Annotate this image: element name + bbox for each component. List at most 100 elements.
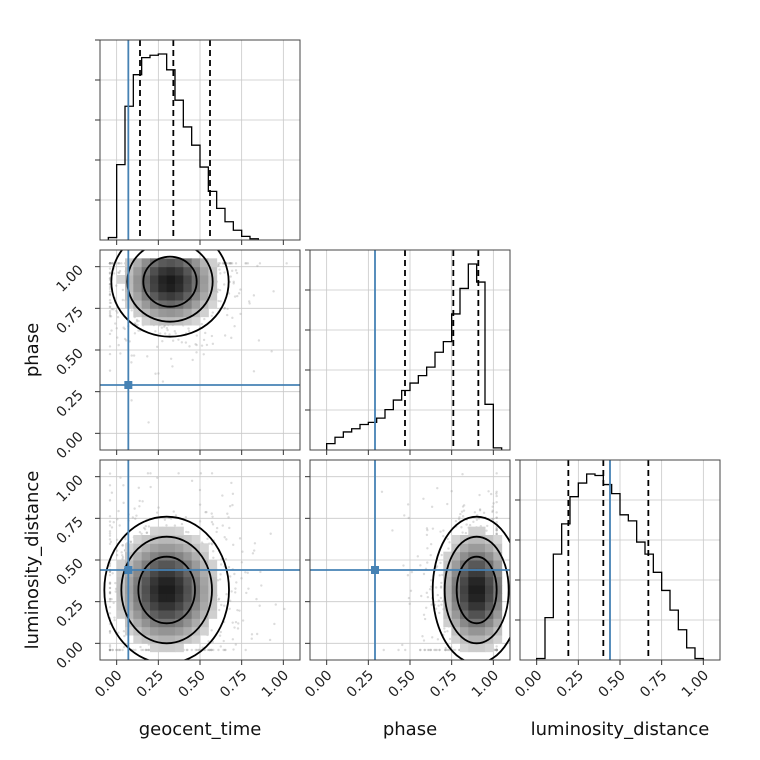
sample-point: [137, 319, 140, 323]
sample-point: [140, 532, 143, 535]
sample-point: [109, 301, 113, 305]
sample-point: [495, 648, 498, 652]
density-cell: [158, 283, 168, 293]
sample-point: [419, 648, 422, 652]
sample-point: [146, 355, 149, 358]
density-cell: [141, 275, 151, 284]
sample-point: [210, 334, 214, 338]
sample-point: [144, 648, 148, 652]
density-cell: [451, 610, 461, 619]
sample-point: [154, 330, 157, 333]
density-cell: [468, 626, 478, 636]
sample-point: [217, 264, 220, 267]
density-cell: [166, 610, 176, 619]
density-cell: [141, 576, 151, 586]
sample-point: [177, 338, 180, 341]
contour-level-1: [455, 555, 498, 625]
sample-point: [491, 505, 494, 508]
sample-point: [464, 531, 468, 535]
sample-point: [115, 538, 119, 541]
sample-point: [273, 622, 276, 626]
sample-point: [118, 524, 121, 527]
sample-point: [123, 327, 126, 331]
sample-point: [444, 648, 447, 652]
density-cell: [493, 535, 503, 544]
density-cell: [133, 535, 143, 544]
density-cell: [133, 300, 143, 309]
sample-point: [187, 327, 190, 330]
density-cell: [175, 585, 184, 594]
density-cell: [183, 300, 193, 309]
sample-point: [220, 557, 223, 561]
sample-point: [218, 288, 222, 292]
sample-point: [231, 503, 234, 507]
density-cell: [166, 300, 176, 309]
sample-point: [147, 525, 151, 528]
sample-point: [222, 262, 225, 265]
sample-point: [439, 586, 443, 589]
sample-point: [430, 603, 433, 606]
density-cell: [451, 535, 461, 544]
density-cell: [166, 585, 176, 594]
density-cell: [200, 291, 209, 301]
density-cell: [158, 643, 168, 653]
joint-body: [108, 250, 288, 424]
density-cell: [208, 300, 218, 309]
contour-level-3: [431, 515, 510, 660]
sample-point: [272, 290, 275, 293]
sample-point: [229, 262, 233, 265]
sample-point: [173, 524, 177, 527]
density-cell: [191, 258, 201, 268]
density-cell: [460, 535, 469, 544]
sample-point: [110, 329, 113, 332]
density-cell: [150, 585, 159, 594]
density-cell: [158, 308, 168, 318]
x-tick-label: 0.25: [554, 668, 587, 701]
sample-point: [223, 307, 226, 310]
joint-geocent_time-luminosity_distance: [100, 460, 300, 660]
sample-point: [108, 648, 112, 652]
density-cell: [476, 601, 486, 611]
truth-marker: [124, 381, 133, 389]
sample-point: [225, 593, 228, 596]
sample-point: [121, 544, 124, 547]
sample-point: [210, 520, 214, 524]
sample-point: [443, 648, 447, 652]
sample-point: [425, 606, 428, 609]
sample-point: [430, 579, 433, 582]
sample-point: [227, 566, 231, 569]
sample-point: [495, 500, 498, 504]
density-cell: [175, 610, 184, 619]
sample-point: [111, 572, 114, 575]
panel-border: [99, 459, 301, 661]
sample-point: [108, 312, 112, 315]
sample-point: [222, 648, 225, 652]
sample-point: [108, 267, 112, 270]
sample-point: [409, 589, 413, 593]
density-cell: [191, 585, 201, 594]
sample-point: [436, 593, 439, 597]
sample-point: [225, 538, 228, 541]
density-cell: [200, 585, 209, 594]
density-cell: [158, 258, 168, 268]
sample-point: [207, 640, 210, 643]
y-tick-label: 0.75: [53, 304, 86, 337]
sample-point: [225, 313, 229, 317]
density-cell: [158, 560, 168, 569]
sample-point: [495, 527, 498, 531]
sample-point: [110, 491, 114, 494]
sample-point: [433, 648, 436, 652]
density-cell: [175, 283, 184, 293]
sample-point: [431, 636, 434, 639]
sample-point: [156, 476, 159, 480]
sample-point: [210, 543, 214, 546]
sample-point: [404, 648, 407, 652]
sample-point: [224, 648, 227, 652]
sample-point: [114, 587, 118, 591]
sample-point: [147, 421, 150, 424]
sample-point: [162, 325, 166, 328]
sample-point: [444, 648, 447, 652]
density-cell: [191, 568, 201, 578]
sample-point: [174, 332, 177, 335]
sample-point: [416, 555, 420, 558]
